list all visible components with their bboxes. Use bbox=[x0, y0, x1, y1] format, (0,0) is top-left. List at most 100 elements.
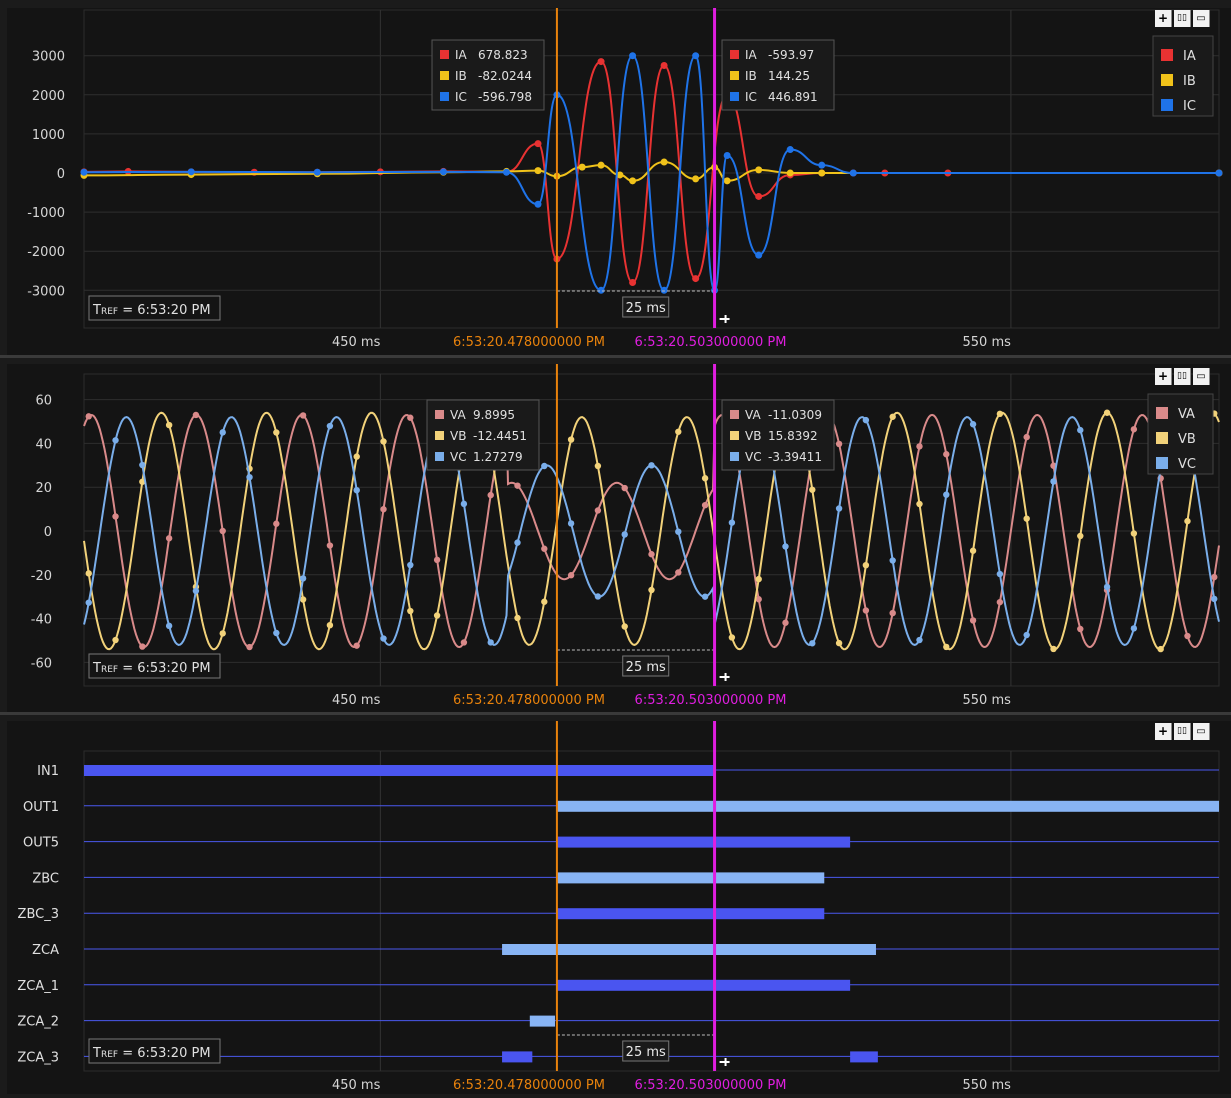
digital-chart[interactable]: 450 ms 550 ms IN1 OUT1 OUT5 ZBC ZBC_3 ZCA ZCA_1 Z… bbox=[7, 721, 1231, 1094]
legend-swatch bbox=[440, 50, 449, 59]
data-point bbox=[755, 575, 762, 583]
digital-panel: 450 ms 550 ms IN1 OUT1 OUT5 ZBC ZBC_3 ZCA ZCA_1 Z… bbox=[7, 721, 1231, 1094]
data-point bbox=[460, 500, 468, 508]
channel-on-bar bbox=[84, 765, 715, 776]
data-point bbox=[541, 462, 548, 470]
panel-splitter[interactable] bbox=[0, 712, 1231, 715]
split-vertical-button[interactable]: ▭ bbox=[1193, 723, 1210, 740]
data-point bbox=[85, 413, 92, 420]
legend-swatch bbox=[435, 431, 444, 440]
data-point bbox=[1050, 478, 1057, 485]
data-point bbox=[1077, 625, 1084, 633]
tref-label: TREF = 6:53:20 PM bbox=[92, 661, 211, 676]
y-tick-label: 60 bbox=[35, 394, 52, 409]
split-horizontal-button[interactable]: ▯▯ bbox=[1174, 723, 1191, 740]
data-point bbox=[996, 570, 1004, 578]
legend-swatch bbox=[1156, 432, 1168, 444]
data-point bbox=[701, 475, 709, 482]
cursor-series-value: -82.0244 bbox=[478, 69, 532, 83]
data-point bbox=[660, 61, 668, 69]
data-point bbox=[916, 443, 923, 450]
cursor-series-value: 144.25 bbox=[768, 69, 810, 83]
x-tick-label: 550 ms bbox=[963, 335, 1012, 350]
data-point bbox=[629, 52, 637, 60]
y-tick-label: 0 bbox=[44, 525, 52, 540]
channel-on-bar bbox=[556, 800, 1219, 812]
channel-on-bar bbox=[502, 944, 876, 955]
data-point bbox=[219, 630, 226, 637]
channel-on-bar bbox=[556, 872, 825, 884]
y-tick-label: 40 bbox=[35, 437, 52, 452]
cursor-series-name: VB bbox=[450, 429, 466, 443]
split-horizontal-button[interactable]: ▯▯ bbox=[1174, 10, 1191, 27]
split-horizontal-button[interactable]: ▯▯ bbox=[1174, 368, 1191, 385]
data-point bbox=[578, 163, 586, 171]
legend-swatch bbox=[730, 50, 739, 59]
data-point bbox=[299, 575, 307, 582]
data-point bbox=[594, 507, 602, 514]
y-tick-label: 3000 bbox=[32, 50, 65, 65]
data-point bbox=[969, 547, 977, 554]
data-point bbox=[326, 422, 334, 430]
data-point bbox=[139, 461, 146, 469]
cursor-a-time: 6:53:20.478000000 PM bbox=[453, 693, 605, 708]
add-button[interactable]: + bbox=[1155, 368, 1172, 385]
data-point bbox=[80, 168, 88, 176]
channel-label: ZCA_3 bbox=[17, 1050, 59, 1065]
data-point bbox=[862, 561, 870, 569]
split-vertical-button[interactable]: ▭ bbox=[1193, 368, 1210, 385]
x-tick-label: 450 ms bbox=[332, 693, 381, 708]
cursor-series-value: -593.97 bbox=[768, 48, 814, 62]
data-point bbox=[755, 192, 763, 200]
data-point bbox=[353, 642, 360, 649]
current-panel: 450 ms 550 ms 3000 2000 1000 0 -1000 -2000 -3000… bbox=[7, 8, 1231, 355]
data-point bbox=[835, 639, 843, 647]
data-point bbox=[629, 278, 637, 286]
x-tick-label: 450 ms bbox=[332, 1078, 381, 1093]
channel-label: OUT5 bbox=[23, 836, 59, 851]
legend-swatch bbox=[435, 452, 444, 461]
data-point bbox=[616, 171, 624, 179]
legend-swatch bbox=[1156, 457, 1168, 469]
data-point bbox=[380, 438, 387, 445]
data-point bbox=[433, 556, 441, 564]
data-point bbox=[621, 623, 628, 630]
data-point bbox=[85, 599, 92, 606]
delta-box bbox=[622, 1040, 670, 1062]
legend-swatch bbox=[435, 410, 444, 419]
data-point bbox=[85, 570, 92, 577]
data-point bbox=[1077, 426, 1084, 434]
panel-splitter[interactable] bbox=[0, 355, 1231, 358]
voltage-chart[interactable]: 450 ms 550 ms 60 40 20 0 -20 -40 -60 25 ms 6:53:20… bbox=[7, 364, 1231, 712]
data-point bbox=[1184, 632, 1191, 640]
x-tick-label: 450 ms bbox=[332, 335, 381, 350]
data-point bbox=[407, 414, 414, 421]
legend-entry: VC bbox=[1178, 457, 1196, 472]
cursor-series-value: -11.0309 bbox=[768, 408, 822, 422]
split-vertical-button[interactable]: ▭ bbox=[1193, 10, 1210, 27]
data-point bbox=[246, 473, 253, 481]
data-point bbox=[487, 491, 494, 499]
data-point bbox=[862, 607, 870, 614]
cursor-series-name: IA bbox=[455, 48, 468, 62]
cursor-a-time: 6:53:20.478000000 PM bbox=[453, 1078, 605, 1093]
cursor-series-name: IB bbox=[455, 69, 467, 83]
add-button[interactable]: + bbox=[1155, 723, 1172, 740]
data-point bbox=[723, 177, 731, 185]
channel-on-bar bbox=[502, 1051, 533, 1063]
data-point bbox=[165, 535, 173, 542]
channel-label: ZCA_2 bbox=[17, 1015, 59, 1030]
data-point bbox=[567, 572, 575, 579]
cursor-b-time: 6:53:20.503000000 PM bbox=[635, 335, 787, 350]
add-button[interactable]: + bbox=[1155, 10, 1172, 27]
cursor-series-value: 15.8392 bbox=[768, 429, 818, 443]
drag-handle-icon bbox=[719, 1058, 730, 1066]
channel-label: ZBC_3 bbox=[18, 907, 59, 922]
cursor-value-box bbox=[426, 399, 540, 471]
legend-swatch bbox=[1161, 99, 1173, 111]
data-point bbox=[969, 617, 977, 624]
current-chart[interactable]: 450 ms 550 ms 3000 2000 1000 0 -1000 -2000 -3000… bbox=[7, 8, 1231, 355]
data-point bbox=[692, 275, 700, 283]
channel-label: ZCA bbox=[32, 943, 59, 958]
data-point bbox=[246, 643, 253, 651]
